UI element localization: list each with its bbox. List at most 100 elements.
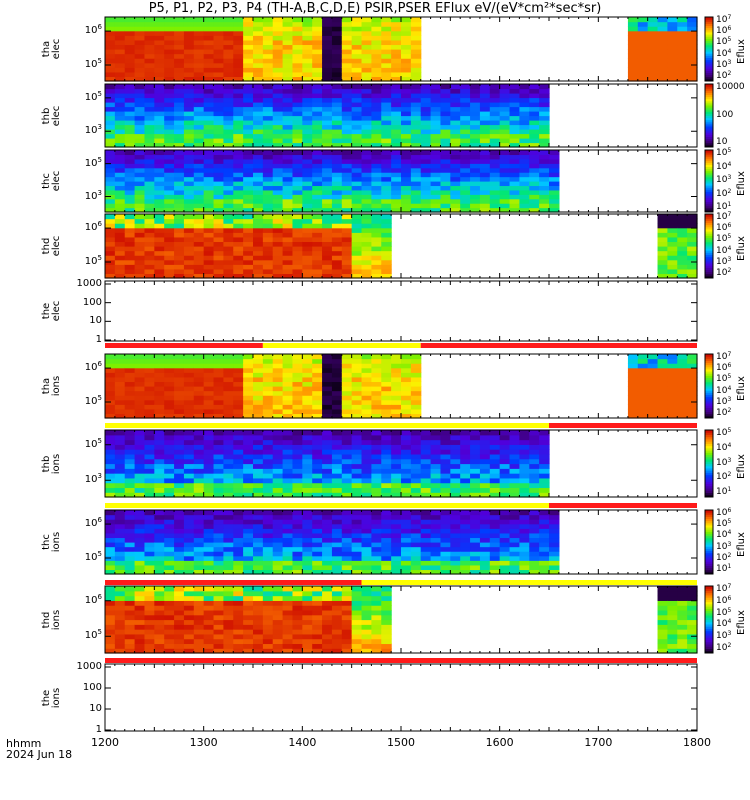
heatmap-cell <box>272 519 284 525</box>
heatmap-cell <box>233 510 244 516</box>
colorbar-segment <box>705 154 713 157</box>
heatmap-cell <box>203 363 215 369</box>
heatmap-cell <box>351 133 363 139</box>
heatmap-cell <box>174 181 185 187</box>
heatmap-cell <box>134 537 146 543</box>
heatmap-cell <box>262 62 274 68</box>
heatmap-cell <box>213 62 224 68</box>
heatmap-cell <box>539 492 550 498</box>
heatmap-cell <box>657 67 668 73</box>
heatmap-cell <box>272 84 284 90</box>
heatmap-cell <box>213 142 224 148</box>
heatmap-cell <box>174 227 185 233</box>
heatmap-cell <box>105 413 116 419</box>
heatmap-cell <box>460 176 471 182</box>
heatmap-cell <box>282 477 294 484</box>
heatmap-cell <box>401 399 412 405</box>
heatmap-cell <box>647 390 659 396</box>
heatmap-cell <box>144 473 155 479</box>
heatmap-cell <box>203 487 215 493</box>
heatmap-cell <box>253 264 264 270</box>
heatmap-cell <box>647 17 659 23</box>
heatmap-cell <box>331 264 343 270</box>
heatmap-cell <box>549 158 560 164</box>
heatmap-cell <box>233 367 244 373</box>
heatmap-cell <box>539 181 550 187</box>
heatmap-cell <box>667 76 678 82</box>
heatmap-cell <box>134 88 146 94</box>
heatmap-cell <box>410 439 422 445</box>
heatmap-cell <box>272 176 284 182</box>
heatmap-cell <box>243 214 254 220</box>
heatmap-cell <box>391 21 402 27</box>
heatmap-cell <box>401 381 412 387</box>
heatmap-cell <box>361 273 372 279</box>
heatmap-cell <box>331 106 343 112</box>
heatmap-cell <box>105 241 116 247</box>
heatmap-cell <box>420 458 432 465</box>
heatmap-cell <box>430 185 442 191</box>
heatmap-cell <box>144 381 155 387</box>
heatmap-cell <box>213 523 224 529</box>
heatmap-cell <box>174 255 185 261</box>
heatmap-cell <box>351 214 363 220</box>
heatmap-cell <box>213 39 224 46</box>
heatmap-cell <box>381 158 392 164</box>
heatmap-cell <box>174 124 185 130</box>
heatmap-cell <box>470 492 481 498</box>
heatmap-cell <box>253 67 264 73</box>
colorbar-segment <box>705 454 713 458</box>
heatmap-cell <box>430 102 442 108</box>
heatmap-cell <box>341 71 353 78</box>
heatmap-cell <box>282 367 294 373</box>
heatmap-cell <box>253 44 264 50</box>
heatmap-cell <box>134 214 146 220</box>
heatmap-cell <box>420 111 432 117</box>
heatmap-cell <box>213 430 224 436</box>
heatmap-cell <box>302 477 313 484</box>
colorbar-segment <box>705 494 713 498</box>
colorbar-segment <box>705 49 713 52</box>
heatmap-cell <box>361 523 372 529</box>
heatmap-cell <box>183 367 195 373</box>
heatmap-cell <box>105 246 116 252</box>
colorbar-segment <box>705 115 713 119</box>
heatmap-cell <box>183 273 195 279</box>
heatmap-cell <box>331 439 343 445</box>
heatmap-cell <box>144 523 155 529</box>
heatmap-cell <box>410 551 422 557</box>
heatmap-cell <box>213 241 224 247</box>
heatmap-cell <box>410 390 422 396</box>
heatmap-cell <box>183 354 195 360</box>
heatmap-cell <box>381 181 392 187</box>
heatmap-cell <box>124 194 136 200</box>
heatmap-cell <box>361 176 372 182</box>
heatmap-cell <box>312 124 323 130</box>
heatmap-cell <box>677 259 688 265</box>
heatmap-cell <box>519 133 530 139</box>
heatmap-cell <box>243 194 254 200</box>
heatmap-cell <box>677 381 688 387</box>
heatmap-cell <box>420 430 432 436</box>
heatmap-cell <box>213 542 224 548</box>
heatmap-cell <box>361 404 372 410</box>
heatmap-cell <box>667 44 678 50</box>
heatmap-cell <box>272 39 284 46</box>
heatmap-cell <box>410 120 422 126</box>
heatmap-cell <box>479 482 491 489</box>
heatmap-cell <box>391 39 402 46</box>
heatmap-cell <box>164 399 175 405</box>
heatmap-cell <box>262 26 274 32</box>
heatmap-cell <box>391 514 402 520</box>
heatmap-cell <box>361 39 372 46</box>
heatmap-cell <box>105 264 116 270</box>
heatmap-cell <box>351 30 363 36</box>
heatmap-cell <box>262 185 274 191</box>
heatmap-cell <box>470 111 481 117</box>
heatmap-cell <box>450 176 461 182</box>
heatmap-cell <box>657 53 668 59</box>
heatmap-cell <box>391 542 402 548</box>
heatmap-cell <box>341 408 353 415</box>
heatmap-cell <box>203 439 215 445</box>
heatmap-cell <box>134 492 146 498</box>
